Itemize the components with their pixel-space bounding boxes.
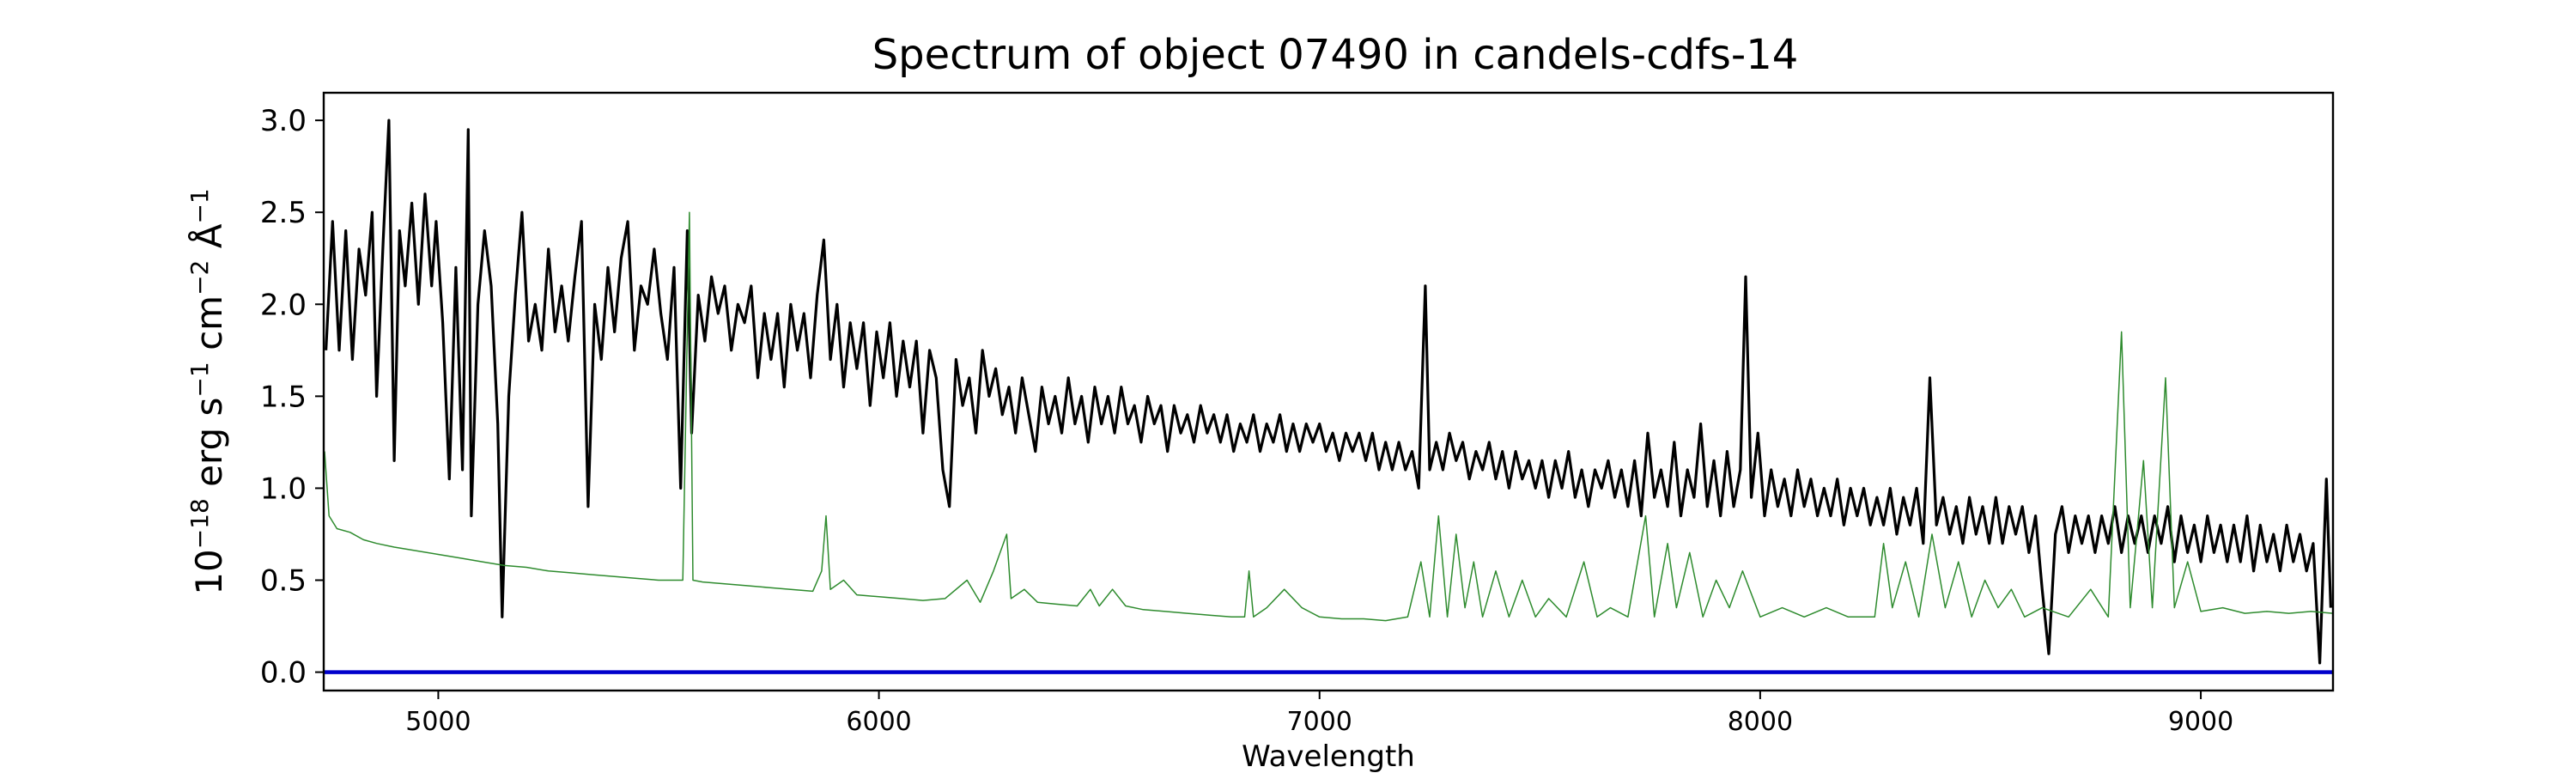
x-axis-ticks: 5000 6000 7000 8000 9000 bbox=[405, 691, 2233, 737]
y-tick-label: 1.5 bbox=[260, 380, 307, 414]
x-tick-label: 5000 bbox=[405, 707, 471, 737]
x-tick-label: 8000 bbox=[1728, 707, 1793, 737]
x-tick-label: 6000 bbox=[846, 707, 911, 737]
y-axis-ticks: 0.0 0.5 1.0 1.5 2.0 2.5 3.0 bbox=[260, 104, 324, 691]
y-tick-label: 2.0 bbox=[260, 288, 307, 322]
plot-area bbox=[324, 119, 2334, 674]
y-tick-label: 1.0 bbox=[260, 472, 307, 506]
error-series-line bbox=[324, 211, 2334, 622]
chart-title: Spectrum of object 07490 in candels-cdfs… bbox=[872, 31, 1799, 79]
y-tick-label: 0.0 bbox=[260, 656, 307, 691]
plot-frame bbox=[322, 91, 2335, 692]
y-axis-label: 10−18 erg s−1 cm−2 Å−1 bbox=[185, 188, 231, 594]
y-tick-label: 2.5 bbox=[260, 196, 307, 230]
flux-series-line bbox=[325, 119, 2332, 665]
x-axis-label: Wavelength bbox=[1242, 740, 1415, 773]
x-tick-label: 9000 bbox=[2168, 707, 2233, 737]
x-tick-label: 7000 bbox=[1287, 707, 1352, 737]
y-tick-label: 3.0 bbox=[260, 104, 307, 138]
y-tick-label: 0.5 bbox=[260, 564, 307, 599]
